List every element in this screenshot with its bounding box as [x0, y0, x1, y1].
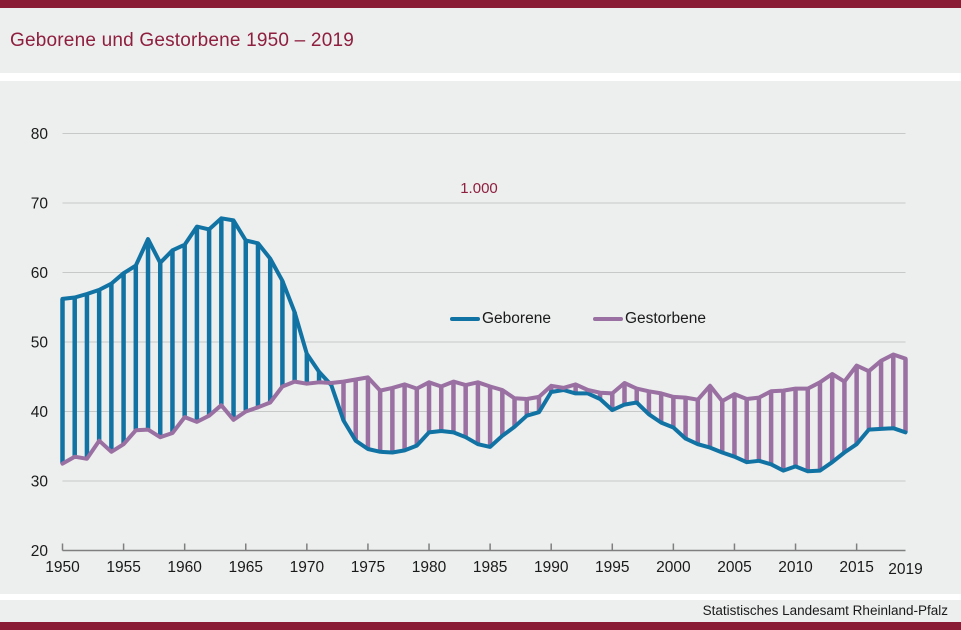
legend-item-geborene: Geborene — [450, 310, 551, 328]
top-accent-bar — [0, 0, 961, 8]
header: Geborene und Gestorbene 1950 – 2019 — [0, 8, 961, 73]
footer: Statistisches Landesamt Rheinland-Pfalz — [0, 600, 961, 622]
geborene-line-swatch — [450, 317, 480, 321]
legend-item-gestorbene: Gestorbene — [592, 310, 706, 328]
legend: Geborene Gestorbene — [450, 310, 706, 328]
source-credit: Statistisches Landesamt Rheinland-Pfalz — [702, 603, 948, 618]
legend-label-gestorbene: Gestorbene — [624, 310, 706, 327]
legend-label-geborene: Geborene — [482, 310, 551, 327]
bottom-accent-bar — [0, 622, 961, 630]
unit-label: 1.000 — [460, 180, 498, 197]
gestorbene-line-swatch — [592, 317, 623, 321]
chart-panel: 1.000 Geborene Gestorbene — [0, 81, 961, 594]
chart-title: Geborene und Gestorbene 1950 – 2019 — [10, 30, 354, 51]
